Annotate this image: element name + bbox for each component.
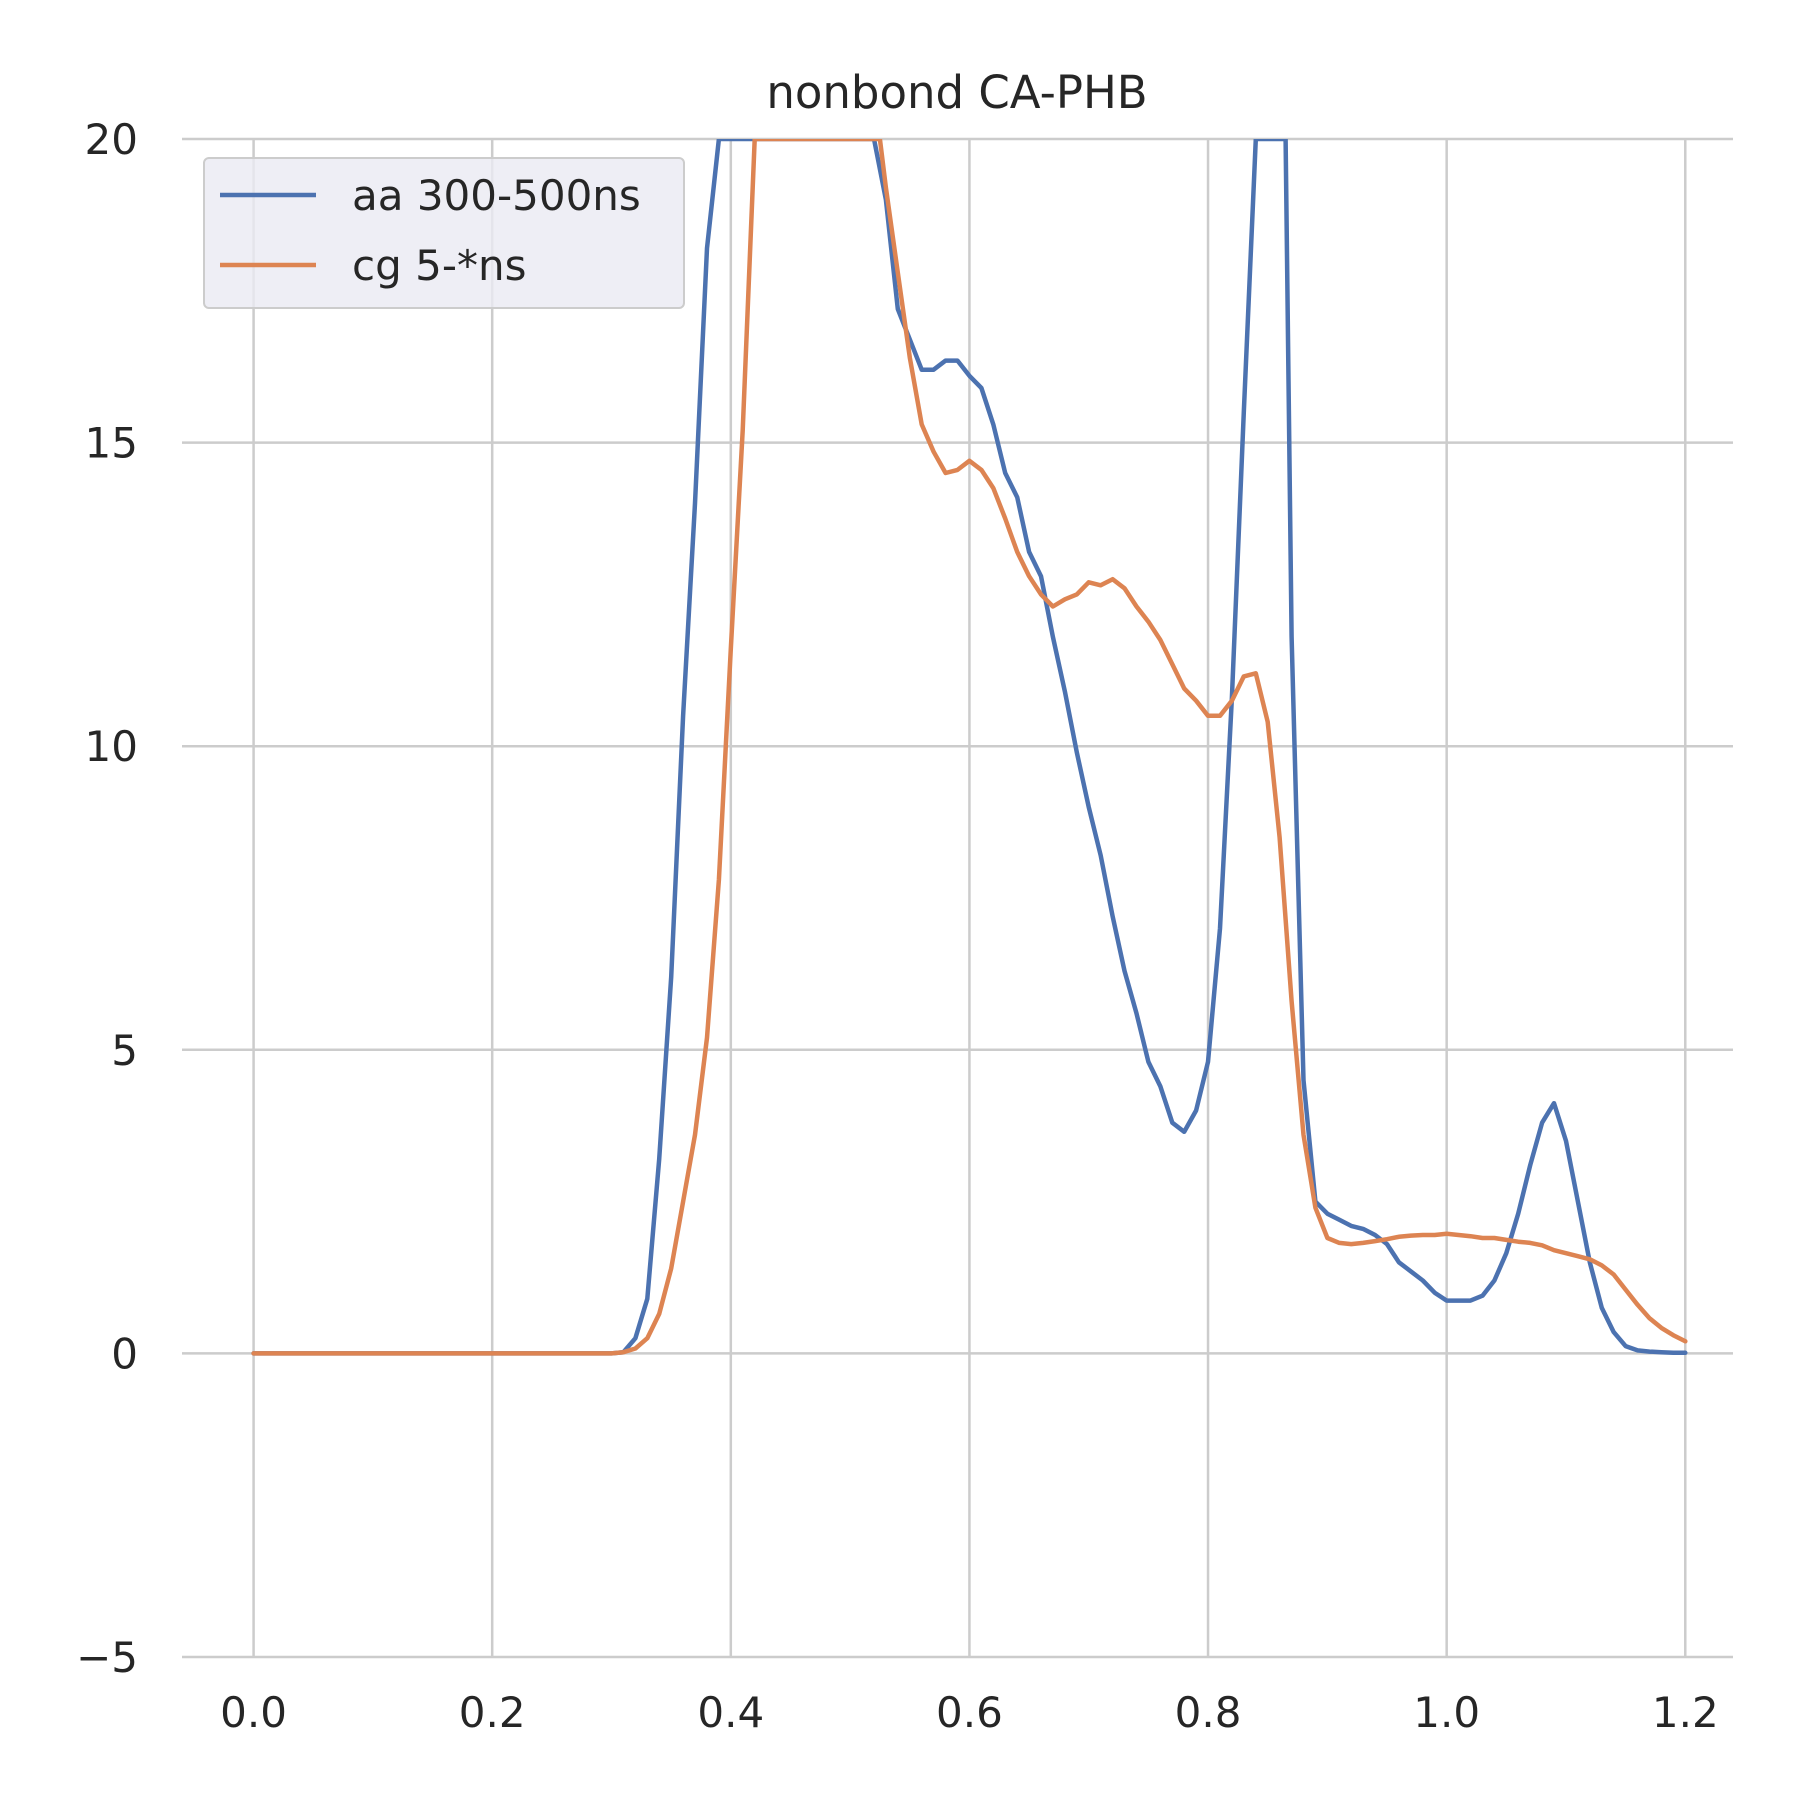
series-line-2 — [251, 139, 1688, 1356]
y-tick-label: 5 — [111, 1026, 138, 1075]
legend-label: cg 5-*ns — [352, 241, 526, 290]
y-tick-label: 15 — [85, 419, 138, 468]
grid — [182, 137, 1733, 1659]
y-tick-label: −5 — [76, 1633, 138, 1682]
y-tick-label: 20 — [85, 115, 138, 164]
x-tick-label: 1.0 — [1413, 1688, 1480, 1737]
x-tick-label: 0.6 — [936, 1688, 1003, 1737]
tick-labels: 0.0 0.2 0.4 0.6 0.8 1.0 1.2 −5 0 5 10 15 20 — [76, 115, 1719, 1737]
legend-label: aa 300-500ns — [352, 171, 641, 220]
y-tick-label: 0 — [111, 1329, 138, 1378]
x-tick-label: 0.2 — [459, 1688, 526, 1737]
x-tick-label: 0.0 — [220, 1688, 287, 1737]
y-tick-label: 10 — [85, 722, 138, 771]
legend-box — [203, 157, 685, 309]
series-lines — [251, 139, 1688, 1356]
legend: aa 300-500ns cg 5-*ns — [203, 157, 685, 309]
x-tick-label: 1.2 — [1652, 1688, 1719, 1737]
chart-title: nonbond CA-PHB — [766, 66, 1147, 119]
x-tick-label: 0.4 — [697, 1688, 764, 1737]
x-tick-label: 0.8 — [1175, 1688, 1242, 1737]
series-line-1 — [251, 139, 1688, 1356]
